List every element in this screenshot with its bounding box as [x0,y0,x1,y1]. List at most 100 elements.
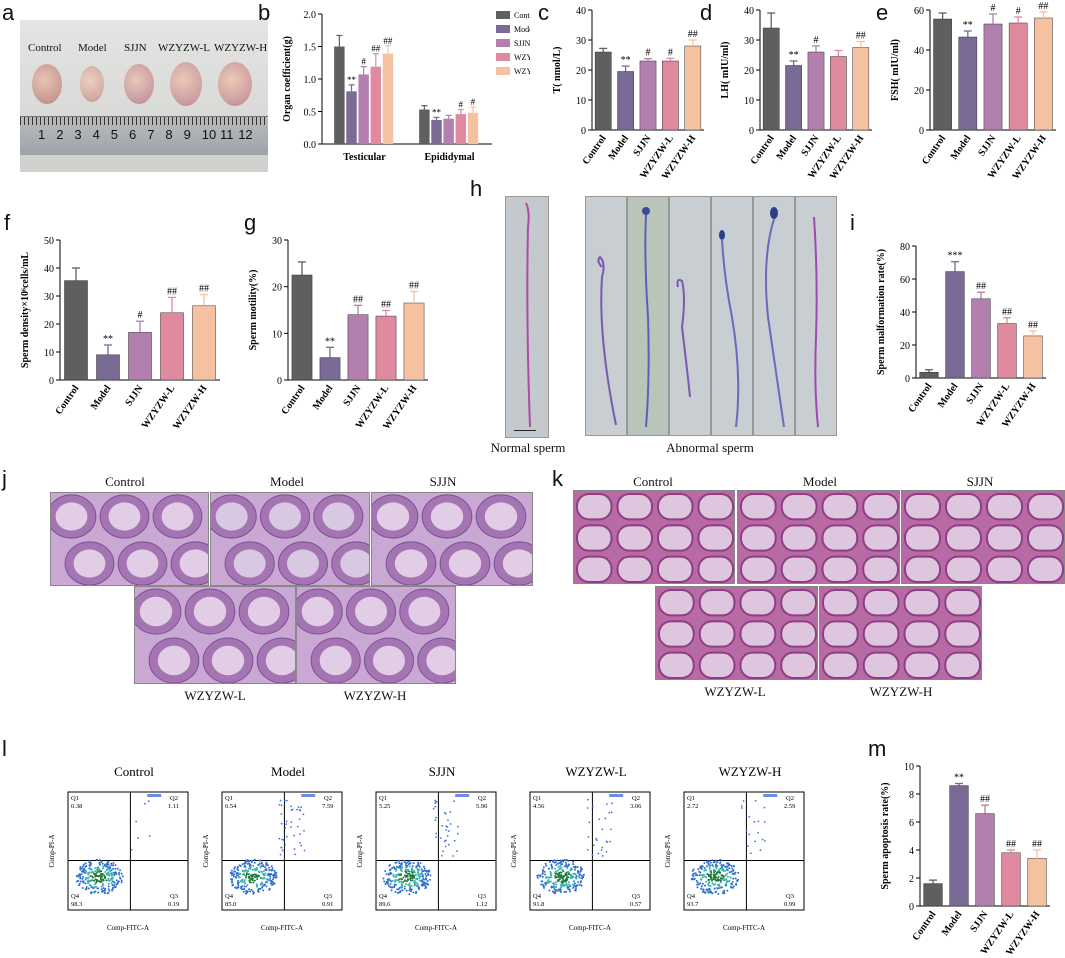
event-dot [610,811,613,814]
x-category-label-control: Control [906,381,934,415]
q2-top-events [763,794,778,797]
event-dot [544,862,547,865]
histo-k-control [573,490,735,584]
event-dot [572,886,575,889]
event-dot [249,874,252,877]
event-dot [89,884,92,887]
event-dot [427,873,430,876]
event-dot [713,871,716,874]
bar-testicular-sjjn [358,74,369,144]
event-dot [717,883,720,886]
event-dot [270,881,273,884]
event-dot [105,869,108,872]
bar-sjjn [639,60,657,131]
event-dot [731,886,734,889]
event-dot [231,878,234,881]
event-dot [118,871,121,874]
event-dot [597,852,600,855]
event-dot [282,839,285,841]
flow-plot-control: Control Q1 0.38 Q2 1.11 Q3 0.19 Q4 98.3 Comp-FITC… [46,764,206,936]
bar-wzyzw-h [403,302,425,381]
event-dot [601,846,604,849]
event-dot [707,875,710,878]
event-dot [564,873,567,876]
event-dot [120,881,123,884]
event-dot [441,854,443,857]
y-tick-label: 4 [909,846,914,857]
event-dot [730,870,733,873]
bar-control [594,51,612,131]
event-dot [273,882,276,885]
epididymal-duct [780,493,818,521]
event-dot [107,888,110,891]
flow-y-label: Comp-PI-A [664,834,672,867]
event-dot [96,879,99,882]
epididymal-duct [1027,524,1064,552]
q2-value: 3.06 [630,803,642,810]
event-dot [713,860,716,863]
event-dot [83,867,86,870]
significance-mark: ## [199,284,209,295]
epididymal-duct [944,651,981,679]
event-dot [575,875,578,878]
event-dot [557,879,560,882]
tubule-lumen [376,502,410,531]
event-dot [435,832,438,835]
event-dot [712,865,715,868]
event-dot [405,862,408,865]
ruler-number-7: 7 [147,127,155,142]
epididymal-duct [657,524,694,552]
event-dot [582,873,585,876]
y-tick-label: 6 [909,818,914,829]
event-dot [547,879,550,882]
abnormal-sperm-1-drawing [597,255,617,426]
q2-name: Q2 [324,795,332,802]
histo-k-wzyzw-l [655,586,818,680]
event-dot [709,878,712,881]
bar-wzyzw-h [1027,858,1047,907]
x-category-label-model: Model [940,909,965,938]
event-dot [564,862,567,865]
event-dot [407,863,410,866]
event-dot [263,884,266,887]
event-dot [715,871,718,874]
epididymal-duct [862,620,900,648]
event-dot [700,878,703,881]
event-dot [112,861,115,864]
tubule-lumen [193,596,227,627]
event-dot [280,804,283,807]
event-dot [565,883,568,886]
bar-model [96,354,120,381]
event-dot [575,885,578,888]
event-dot [99,876,102,879]
epididymal-duct [697,493,734,521]
panel-letter-j: j [2,466,7,491]
event-dot [293,834,295,837]
q3-value: 0.91 [322,901,333,908]
event-dot [715,873,718,876]
event-dot [591,805,594,808]
event-dot [419,872,422,875]
bar-wzyzw-l [1008,22,1028,131]
event-dot [88,864,91,867]
histo-j-label-wzyzw-h: WZYZW-H [343,688,407,703]
tubule-lumen [430,502,464,531]
histo-j-wzyzw-l [130,586,308,684]
event-dot [85,877,88,880]
event-dot [94,878,97,881]
event-dot [737,871,740,874]
x-category-label-sjjn: SJJN [964,381,987,407]
event-dot [717,869,720,872]
event-dot [551,867,554,870]
event-dot [706,860,709,863]
event-dot [271,867,274,870]
event-dot [552,859,555,862]
event-dot [434,802,437,805]
event-dot [401,878,404,881]
event-dot [542,870,545,873]
event-dot [241,863,244,866]
event-dot [115,872,118,875]
abnormal-sperm-images [585,196,837,436]
